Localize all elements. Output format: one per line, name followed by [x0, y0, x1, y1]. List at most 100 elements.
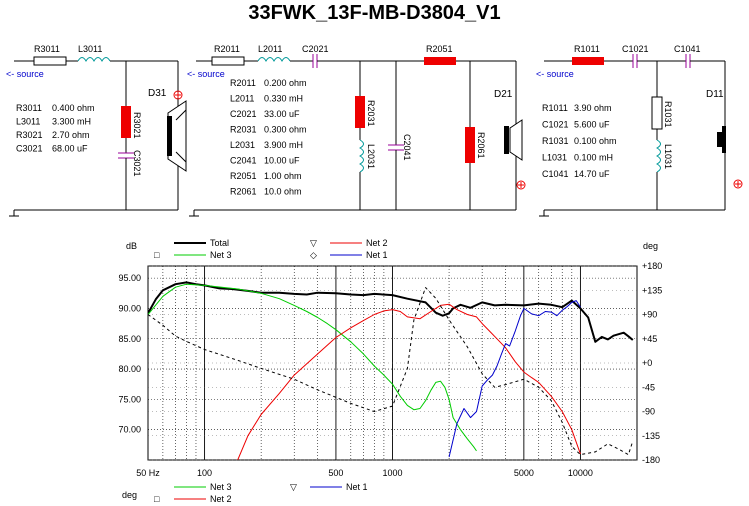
legend-label: Net 1 — [346, 482, 368, 492]
y-tick-label-left: 90.00 — [118, 303, 141, 313]
value-text: 0.300 ohm — [264, 125, 307, 135]
series-total-phase — [148, 287, 634, 456]
y-tick-label-right: +90 — [642, 310, 657, 320]
y-tick-label-right: -180 — [642, 455, 660, 465]
c3-r-series-label: R1011 — [574, 44, 600, 54]
series-total — [148, 281, 634, 343]
legend-bottom-label: deg — [122, 490, 137, 500]
c2-inductor-series — [257, 57, 291, 63]
frequency-response-chart: dB deg 70.00 75.00 80.00 85.00 90.00 95.00 +180 +… — [118, 238, 662, 504]
legend-marker: □ — [154, 250, 160, 260]
c3-source-label: <- source — [536, 69, 574, 79]
c1-r-shunt-label: R3021 — [132, 112, 142, 139]
y-tick-label-left: 75.00 — [118, 394, 141, 404]
c3-r-shunt — [651, 96, 663, 130]
value-name: R1031 — [542, 136, 569, 146]
c2-plus-icon — [516, 180, 526, 190]
c3-ground-icon — [538, 209, 550, 217]
value-text: 68.00 uF — [52, 144, 88, 154]
value-text: 14.70 uF — [574, 169, 610, 179]
value-name: L2031 — [230, 140, 255, 150]
x-tick-label: 5000 — [514, 468, 534, 478]
value-text: 3.300 mH — [52, 117, 91, 127]
legend-marker: □ — [154, 494, 160, 504]
value-name: R2011 — [230, 78, 256, 88]
value-name: C3021 — [16, 144, 43, 154]
axis-labels: dB deg 70.00 75.00 80.00 85.00 90.00 95.00 +180 +… — [118, 241, 662, 478]
c2-source-label: <- source — [187, 69, 225, 79]
value-text: 1.00 ohm — [264, 171, 302, 181]
c2-l-shunt-label: L2031 — [366, 144, 376, 169]
value-text: 33.00 uF — [264, 109, 300, 119]
c3-c-series1-label: C1021 — [622, 44, 649, 54]
value-name: L1031 — [542, 153, 567, 163]
legend-label: Net 3 — [210, 250, 232, 260]
c3-r-shunt-label: R1031 — [663, 101, 673, 128]
y-axis-left-label: dB — [126, 241, 137, 251]
grid — [147, 265, 638, 461]
value-text: 10.00 uF — [264, 156, 300, 166]
y-tick-label-right: -135 — [642, 431, 660, 441]
c2-inductor-shunt — [358, 139, 364, 173]
value-name: L2011 — [230, 94, 254, 104]
x-tick-label: 500 — [328, 468, 343, 478]
value-name: R2051 — [230, 171, 257, 181]
x-tick-label: 10000 — [568, 468, 593, 478]
c3-c-series2-label: C1041 — [674, 44, 701, 54]
value-name: R3011 — [16, 103, 42, 113]
c2-c-series-label: C2021 — [302, 44, 329, 54]
c1-values-table: R3011 0.400 ohm L3011 3.300 mH R3021 2.70 ohm… — [16, 103, 95, 154]
c3-speaker-icon — [717, 126, 726, 153]
legend-top: Total □ Net 3 ▽ Net 2 ◇ Net 1 — [154, 238, 388, 260]
x-tick-label: 100 — [197, 468, 212, 478]
c3-values-table: R1011 3.90 ohm C1021 5.600 uF R1031 0.100 ohm… — [542, 103, 617, 179]
y-tick-label-right: -45 — [642, 382, 655, 392]
c2-r-top — [424, 57, 456, 65]
c1-plus-icon — [173, 90, 183, 100]
legend-bottom: deg Net 3 □ Net 2 ▽ Net 1 — [122, 482, 368, 504]
value-text: 3.900 mH — [264, 140, 303, 150]
c3-driver-label: D11 — [706, 89, 724, 100]
value-name: C1021 — [542, 120, 569, 130]
value-text: 0.100 mH — [574, 153, 613, 163]
c2-r-par — [465, 127, 475, 163]
value-name: R1011 — [542, 103, 568, 113]
y-tick-label-right: +45 — [642, 334, 657, 344]
c2-r-shunt — [355, 96, 365, 128]
c1-r-shunt — [121, 106, 131, 138]
c2-r-series — [211, 56, 245, 66]
value-name: L3011 — [16, 117, 40, 127]
c2-r-par-label: R2061 — [476, 132, 486, 159]
y-tick-label-right: +135 — [642, 285, 662, 295]
legend-marker: ◇ — [310, 250, 317, 260]
c1-l-series-label: L3011 — [78, 44, 102, 54]
c2-c-shunt-label: C2041 — [402, 134, 412, 161]
value-name: R3021 — [16, 130, 43, 140]
c2-l-series-label: L2011 — [258, 44, 282, 54]
value-text: 5.600 uF — [574, 120, 610, 130]
circuit-1: <- source R3011 L3011 R3021 C3021 D31 — [6, 44, 187, 217]
c1-inductor-series — [77, 57, 111, 63]
value-name: R2061 — [230, 187, 257, 197]
y-tick-label-right: +180 — [642, 261, 662, 271]
legend-marker: ▽ — [290, 482, 297, 492]
c3-inductor-shunt — [655, 139, 661, 173]
c1-driver-label: D31 — [148, 88, 167, 99]
x-tick-label: 50 Hz — [136, 468, 160, 478]
x-tick-label: 1000 — [382, 468, 402, 478]
series-net-3 — [148, 283, 477, 452]
circuit-2: <- source R2011 L2011 C2021 R2051 R2031 … — [187, 44, 526, 217]
c2-values-table: R2011 0.200 ohm L2011 0.330 mH C2021 33.00 uF… — [230, 78, 307, 197]
value-name: C2041 — [230, 156, 257, 166]
series-net-1 — [448, 300, 581, 458]
legend-label: Net 2 — [210, 494, 232, 504]
value-text: 0.200 ohm — [264, 78, 307, 88]
value-text: 0.400 ohm — [52, 103, 95, 113]
c2-r-series-label: R2011 — [214, 44, 240, 54]
y-tick-label-left: 95.00 — [118, 273, 141, 283]
series-net-2 — [237, 303, 581, 460]
value-name: C1041 — [542, 169, 569, 179]
value-name: R2031 — [230, 125, 257, 135]
c1-c-shunt-label: C3021 — [132, 150, 142, 177]
c2-r-top-label: R2051 — [426, 44, 453, 54]
